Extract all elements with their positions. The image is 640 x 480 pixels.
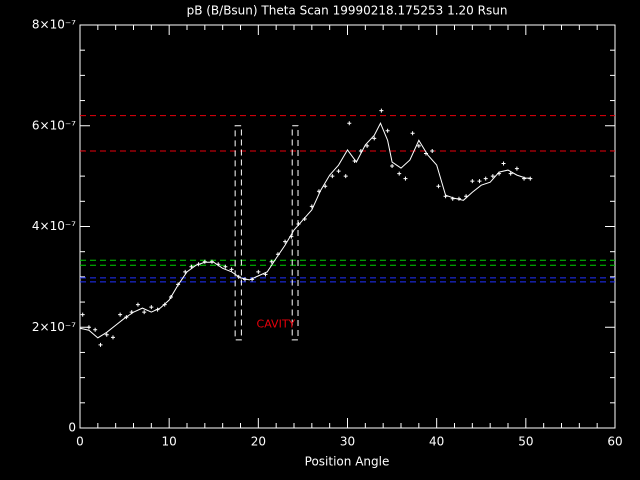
annotation: CAVITY <box>257 318 296 331</box>
y-tick-label: 8×10⁻⁷ <box>32 18 76 32</box>
data-point <box>477 179 482 184</box>
data-point <box>202 259 207 264</box>
data-point <box>403 176 408 181</box>
data-point <box>365 143 370 148</box>
data-point <box>490 174 495 179</box>
data-point <box>410 131 415 136</box>
x-tick-label: 0 <box>76 435 84 449</box>
x-tick-label: 20 <box>251 435 266 449</box>
data-point <box>336 169 341 174</box>
data-point <box>256 269 261 274</box>
data-point <box>80 312 85 317</box>
data-point <box>508 171 513 176</box>
data-point <box>118 312 123 317</box>
y-tick-label: 2×10⁻⁷ <box>32 320 76 334</box>
data-point <box>501 161 506 166</box>
data-point <box>483 176 488 181</box>
data-point <box>528 176 533 181</box>
cavity-box <box>234 125 242 341</box>
data-point <box>347 121 352 126</box>
x-tick-label: 50 <box>518 435 533 449</box>
data-point <box>209 259 214 264</box>
y-tick-label: 4×10⁻⁷ <box>32 219 76 233</box>
data-point <box>142 310 147 315</box>
data-point <box>330 174 335 179</box>
x-tick-label: 10 <box>162 435 177 449</box>
data-point <box>93 327 98 332</box>
data-point <box>98 342 103 347</box>
data-point <box>470 179 475 184</box>
data-line <box>79 122 531 339</box>
data-point <box>269 259 274 264</box>
data-point <box>223 264 228 269</box>
data-point <box>343 174 348 179</box>
data-point <box>514 166 519 171</box>
y-tick-label: 6×10⁻⁷ <box>32 118 76 132</box>
x-tick-label: 40 <box>429 435 444 449</box>
y-tick-label: 0 <box>68 421 76 435</box>
data-point <box>110 335 115 340</box>
data-point <box>323 184 328 189</box>
x-tick-label: 60 <box>607 435 622 449</box>
data-point <box>390 164 395 169</box>
data-point <box>416 143 421 148</box>
data-point <box>372 136 377 141</box>
data-point <box>397 171 402 176</box>
x-axis-label: Position Angle <box>305 455 390 469</box>
data-point <box>430 148 435 153</box>
x-tick-label: 30 <box>340 435 355 449</box>
data-point <box>379 108 384 113</box>
data-point <box>86 325 91 330</box>
data-point <box>385 128 390 133</box>
chart-title: pB (B/Bsun) Theta Scan 19990218.175253 1… <box>187 4 508 18</box>
data-point <box>283 239 288 244</box>
data-point <box>149 305 154 310</box>
data-point <box>104 332 109 337</box>
data-point <box>135 302 140 307</box>
data-point <box>436 184 441 189</box>
data-point <box>229 267 234 272</box>
